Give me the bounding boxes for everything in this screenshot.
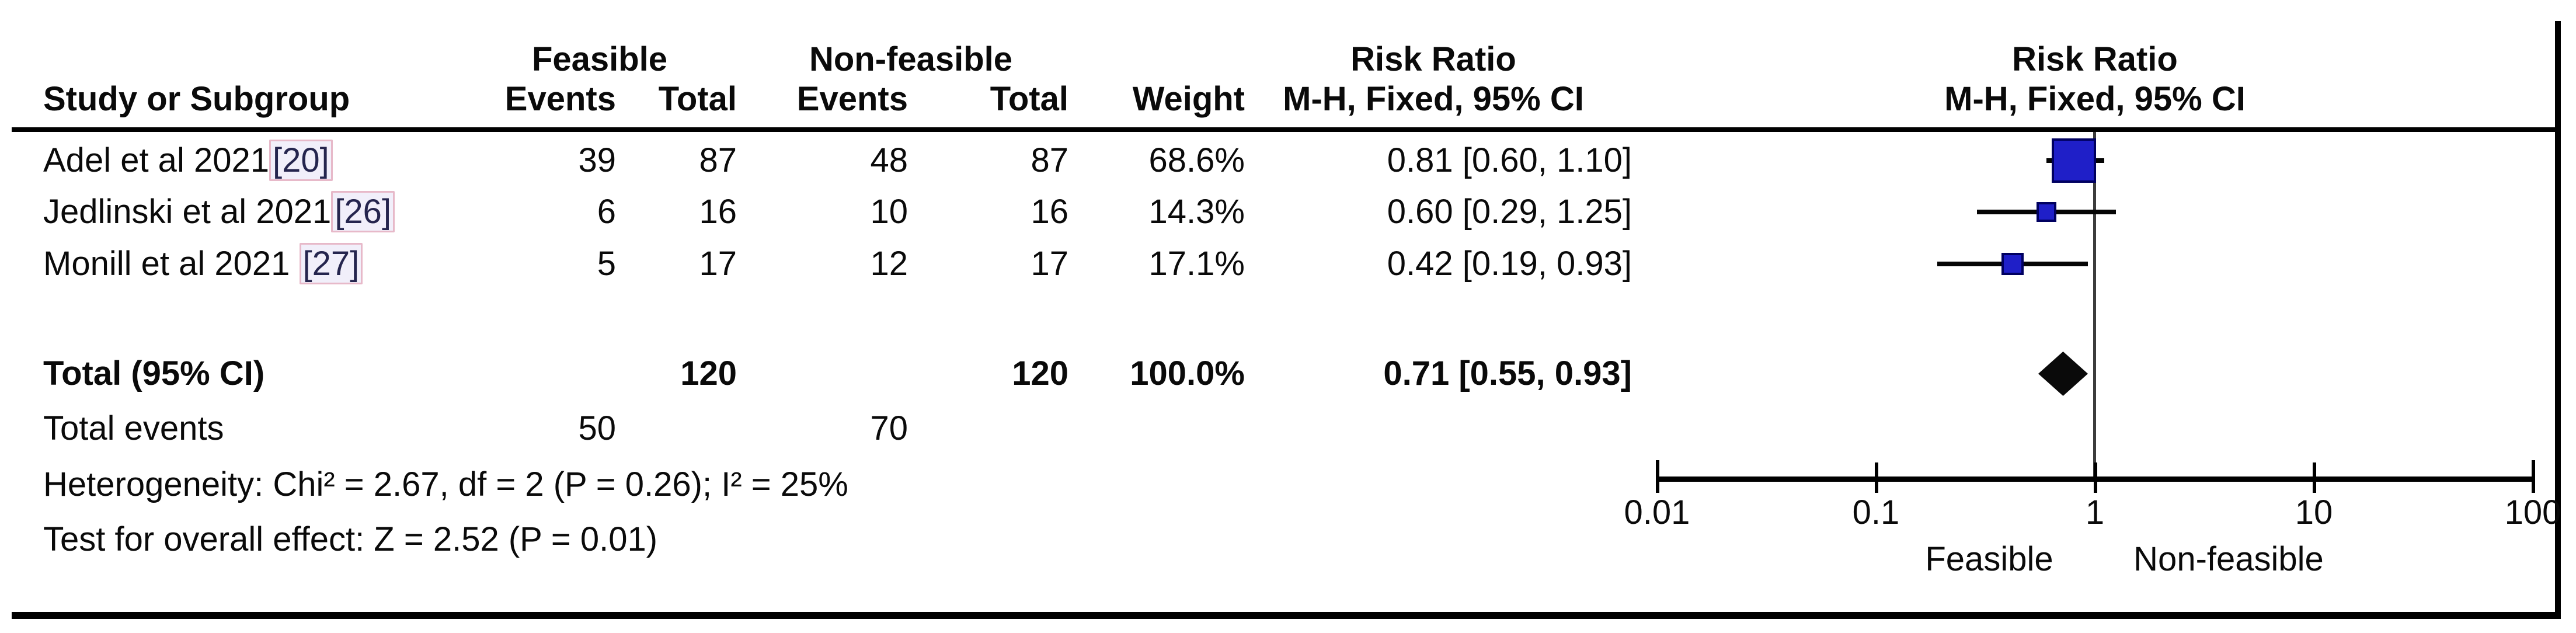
cell-weight: 14.3%	[1148, 193, 1245, 231]
citation-link[interactable]: [27]	[299, 243, 363, 284]
cell-feasible-events: 5	[597, 245, 616, 283]
cell-risk-ratio-ci: 0.42 [0.19, 0.93]	[1387, 245, 1632, 283]
heterogeneity-text: Heterogeneity: Chi² = 2.67, df = 2 (P = …	[43, 465, 848, 503]
column-header-study: Study or Subgroup	[43, 80, 350, 118]
axis-tick-0.1	[1875, 462, 1878, 493]
cell-weight: 17.1%	[1148, 245, 1245, 283]
favours-left-label: Feasible	[1925, 540, 2053, 578]
column-group-risk-ratio: Risk Ratio	[1350, 40, 1516, 78]
total-events-feasible: 50	[578, 409, 616, 447]
null-effect-line	[2093, 132, 2096, 481]
total-events-label: Total events	[43, 409, 224, 447]
column-header-mh-fixed-ci: M-H, Fixed, 95% CI	[1283, 80, 1584, 118]
cell-risk-ratio-ci: 0.81 [0.60, 1.10]	[1387, 141, 1632, 179]
axis-tick-label: 10	[2295, 493, 2333, 531]
axis-tick-label: 100	[2504, 493, 2561, 531]
column-header-events-non-feasible: Events	[796, 80, 908, 118]
cell-non-feasible-total: 17	[1031, 245, 1068, 283]
point-estimate-square-adel	[2052, 138, 2096, 183]
column-header-events-feasible: Events	[504, 80, 616, 118]
study-name: Adel et al 2021	[43, 141, 269, 179]
group-header-non-feasible: Non-feasible	[809, 40, 1013, 78]
header-rule	[12, 127, 2557, 132]
study-row-label: Adel et al 2021 [20]	[43, 140, 333, 182]
total-row-label: Total (95% CI)	[43, 354, 265, 392]
citation-link[interactable]: [20]	[269, 140, 333, 181]
study-name: Monill et al 2021	[43, 245, 290, 283]
axis-tick-0.01	[1656, 460, 1659, 493]
study-row-label: Monill et al 2021 [27]	[43, 243, 363, 285]
cell-risk-ratio-ci: 0.60 [0.29, 1.25]	[1387, 193, 1632, 231]
total-risk-ratio-ci: 0.71 [0.55, 0.93]	[1383, 354, 1632, 392]
total-events-non-feasible: 70	[870, 409, 908, 447]
axis-tick-10	[2313, 462, 2316, 493]
study-name: Jedlinski et al 2021	[43, 193, 332, 231]
axis-tick-1	[2094, 462, 2097, 493]
cell-feasible-total: 87	[699, 141, 737, 179]
point-estimate-square-jedlinski	[2037, 202, 2056, 222]
cell-feasible-total: 17	[699, 245, 737, 283]
column-header-total-non-feasible: Total	[990, 80, 1068, 118]
cell-feasible-total: 16	[699, 193, 737, 231]
cell-non-feasible-total: 87	[1031, 141, 1068, 179]
axis-tick-100	[2532, 460, 2535, 493]
favours-right-label: Non-feasible	[2133, 540, 2324, 578]
cell-weight: 68.6%	[1148, 141, 1245, 179]
column-header-weight: Weight	[1132, 80, 1245, 118]
point-estimate-square-monill	[2001, 253, 2024, 275]
cell-feasible-events: 6	[597, 193, 616, 231]
cell-feasible-events: 39	[578, 141, 616, 179]
cell-non-feasible-total: 16	[1031, 193, 1068, 231]
overall-effect-text: Test for overall effect: Z = 2.52 (P = 0…	[43, 520, 658, 558]
right-rule	[2555, 21, 2561, 619]
plot-header-mh-fixed-ci: M-H, Fixed, 95% CI	[1944, 80, 2246, 118]
axis-tick-label: 0.1	[1852, 493, 1900, 531]
total-non-feasible-total: 120	[1012, 354, 1068, 392]
cell-non-feasible-events: 12	[870, 245, 908, 283]
cell-non-feasible-events: 10	[870, 193, 908, 231]
plot-header-risk-ratio: Risk Ratio	[2012, 40, 2178, 78]
cell-non-feasible-events: 48	[870, 141, 908, 179]
group-header-feasible: Feasible	[531, 40, 668, 78]
citation-link[interactable]: [26]	[331, 191, 395, 232]
axis-tick-label: 0.01	[1624, 493, 1690, 531]
study-row-label: Jedlinski et al 2021 [26]	[43, 191, 395, 233]
axis-tick-label: 1	[2085, 493, 2105, 531]
column-header-total-feasible: Total	[658, 80, 737, 118]
bottom-rule	[12, 612, 2561, 619]
total-feasible-total: 120	[680, 354, 737, 392]
total-weight: 100.0%	[1130, 354, 1245, 392]
pooled-diamond	[2038, 352, 2088, 396]
